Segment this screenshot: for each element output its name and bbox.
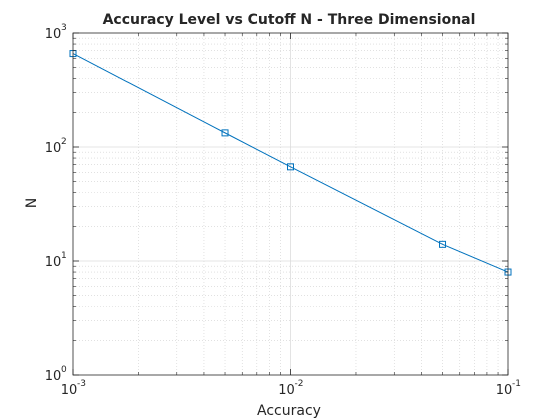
y-tick-exponent: 1 bbox=[61, 251, 67, 261]
x-tick-label: 10 -2 bbox=[278, 379, 303, 398]
x-tick-exponent: -2 bbox=[295, 379, 304, 389]
data-point-marker bbox=[221, 129, 229, 137]
minor-grid bbox=[73, 33, 508, 375]
chart-title: Accuracy Level vs Cutoff N - Three Dimen… bbox=[103, 12, 476, 28]
x-tick-labels: 10 -3 10 -2 10 -1 bbox=[61, 379, 521, 398]
x-tick-base: 10 bbox=[496, 383, 513, 398]
y-tick-base: 10 bbox=[45, 255, 62, 270]
y-tick-exponent: 2 bbox=[61, 137, 67, 147]
x-tick-label: 10 -1 bbox=[496, 379, 521, 398]
y-tick-base: 10 bbox=[45, 369, 62, 384]
x-tick-base: 10 bbox=[61, 383, 78, 398]
major-grid bbox=[73, 33, 508, 375]
y-tick-exponent: 3 bbox=[61, 23, 67, 33]
data-point-marker bbox=[439, 240, 447, 248]
data-point-marker bbox=[287, 163, 294, 171]
y-tick-label: 10 3 bbox=[45, 23, 67, 42]
x-tick-exponent: -1 bbox=[512, 379, 521, 389]
y-tick-label: 10 0 bbox=[45, 365, 67, 384]
x-tick-label: 10 -3 bbox=[61, 379, 86, 398]
y-axis-label: N bbox=[24, 198, 40, 208]
y-tick-exponent: 0 bbox=[61, 365, 67, 375]
y-tick-base: 10 bbox=[45, 141, 62, 156]
x-axis-label: Accuracy bbox=[257, 403, 321, 419]
x-tick-base: 10 bbox=[278, 383, 295, 398]
y-tick-label: 10 1 bbox=[45, 251, 67, 270]
series-line bbox=[72, 53, 509, 273]
tick-marks bbox=[72, 32, 509, 376]
y-tick-base: 10 bbox=[45, 27, 62, 42]
x-tick-exponent: -3 bbox=[77, 379, 86, 389]
y-tick-label: 10 2 bbox=[45, 137, 67, 156]
